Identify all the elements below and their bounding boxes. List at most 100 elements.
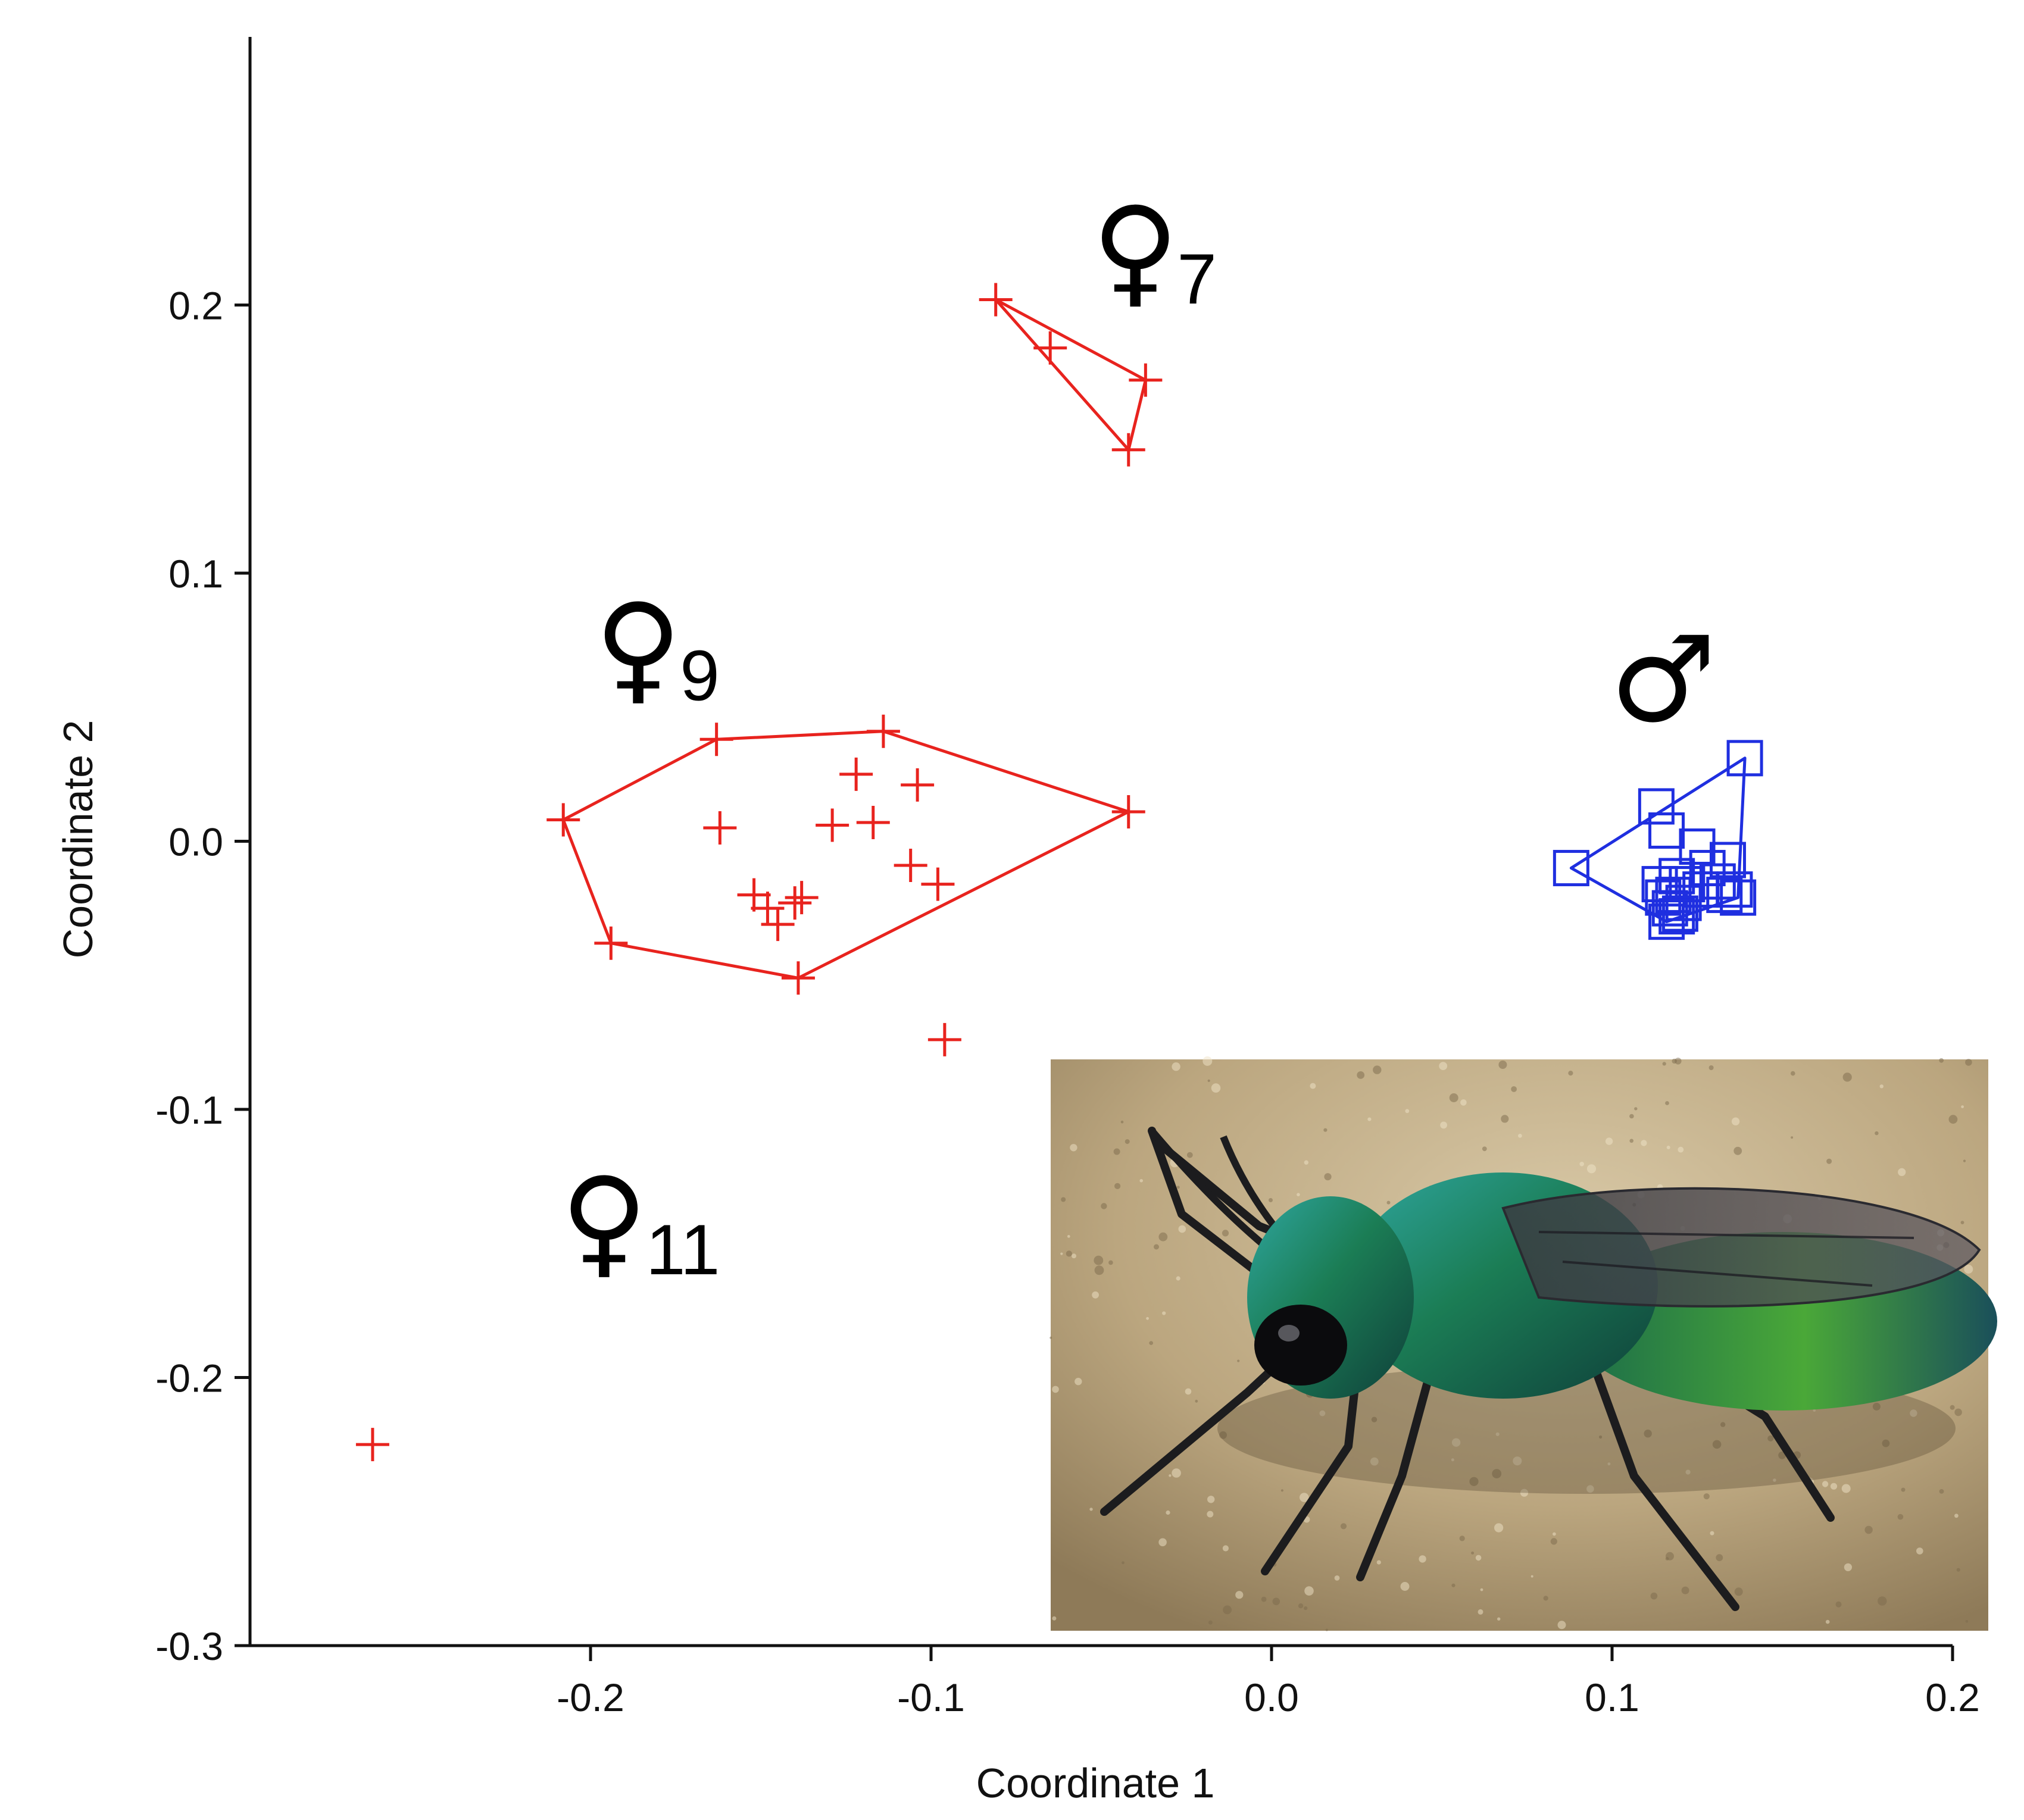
sand-grain bbox=[1965, 1059, 1972, 1066]
plus-marker bbox=[894, 849, 927, 883]
sand-grain bbox=[1734, 1587, 1743, 1596]
sand-grain bbox=[1482, 1146, 1487, 1152]
plus-marker bbox=[781, 961, 815, 995]
sand-grain bbox=[1553, 1532, 1556, 1536]
sand-grain bbox=[1400, 1582, 1410, 1591]
sand-grain bbox=[1146, 1316, 1149, 1320]
sand-grain bbox=[1304, 1586, 1314, 1596]
sand-grain bbox=[1513, 1456, 1522, 1466]
sand-grain bbox=[1605, 1137, 1613, 1145]
x-tick-label: 0.1 bbox=[1585, 1675, 1639, 1719]
sand-grain bbox=[1269, 1198, 1273, 1202]
sand-grain bbox=[1731, 1117, 1740, 1125]
sand-grain bbox=[1830, 1483, 1838, 1490]
sex-symbol: ♂ bbox=[1610, 611, 1716, 749]
sand-grain bbox=[1665, 1101, 1669, 1105]
sand-grain bbox=[1960, 1221, 1964, 1225]
sand-grain bbox=[1158, 1538, 1167, 1547]
sand-grain bbox=[1665, 1557, 1669, 1561]
sand-grain bbox=[1376, 1560, 1381, 1565]
sex-symbol: ♀ bbox=[595, 578, 682, 717]
sand-grain bbox=[1185, 1388, 1192, 1395]
group-subscript: 7 bbox=[1177, 239, 1217, 319]
sand-grain bbox=[1122, 1561, 1125, 1565]
sand-grain bbox=[1607, 1462, 1611, 1466]
sand-grain bbox=[1954, 1513, 1959, 1518]
plus-marker bbox=[355, 1428, 389, 1462]
sand-grain bbox=[1531, 1575, 1533, 1578]
square-marker bbox=[1658, 898, 1695, 935]
plus-marker bbox=[699, 723, 733, 756]
sand-grain bbox=[1469, 1477, 1479, 1486]
sand-grain bbox=[1092, 1291, 1099, 1299]
sand-grain bbox=[1791, 1136, 1794, 1139]
plus-marker bbox=[785, 881, 819, 915]
sand-grain bbox=[1070, 1144, 1077, 1152]
y-tick-label: -0.1 bbox=[155, 1088, 223, 1132]
sand-grain bbox=[1451, 1458, 1454, 1462]
sand-grain bbox=[1459, 1536, 1465, 1541]
plus-marker bbox=[839, 757, 873, 791]
sand-grain bbox=[1478, 1609, 1483, 1615]
sand-grain bbox=[1842, 1072, 1852, 1082]
sand-grain bbox=[1791, 1071, 1795, 1076]
sand-grain bbox=[1440, 1121, 1448, 1129]
sand-grain bbox=[1568, 1071, 1573, 1076]
sand-grain bbox=[1878, 1596, 1887, 1606]
sand-grain bbox=[1872, 1402, 1881, 1411]
sand-grain bbox=[1373, 1065, 1382, 1074]
sand-grain bbox=[1154, 1244, 1159, 1250]
plus-marker bbox=[1033, 331, 1067, 365]
sand-grain bbox=[1841, 1484, 1851, 1493]
sand-grain bbox=[1954, 1408, 1962, 1416]
sand-grain bbox=[1108, 1260, 1113, 1265]
hull-outline bbox=[561, 730, 1130, 980]
sand-grain bbox=[1176, 1276, 1180, 1281]
sand-grain bbox=[1139, 1179, 1143, 1183]
sand-grain bbox=[1965, 1620, 1969, 1623]
sand-grain bbox=[1319, 1410, 1326, 1416]
x-tick-label: 0.2 bbox=[1925, 1675, 1980, 1719]
sand-grain bbox=[1557, 1621, 1566, 1630]
wasp-leg bbox=[1148, 1127, 1263, 1278]
plus-marker bbox=[921, 867, 955, 901]
sand-grain bbox=[1813, 1409, 1816, 1412]
plus-marker bbox=[1111, 433, 1145, 467]
square-marker bbox=[1655, 877, 1692, 914]
sand-grain bbox=[1357, 1071, 1365, 1079]
sand-grain bbox=[1733, 1146, 1742, 1155]
sand-grain bbox=[1060, 1252, 1063, 1255]
sand-grain bbox=[1685, 1469, 1691, 1475]
sand-grain bbox=[1835, 1601, 1842, 1608]
y-tick-label: 0.0 bbox=[168, 820, 223, 864]
sand-grain bbox=[1681, 1586, 1689, 1594]
square-marker bbox=[1638, 788, 1675, 825]
sand-grain bbox=[1710, 1531, 1714, 1536]
sand-grain bbox=[1898, 1168, 1906, 1176]
plus-marker bbox=[1111, 795, 1145, 828]
sand-grain bbox=[1641, 1140, 1647, 1146]
sand-grain bbox=[1939, 1058, 1944, 1063]
sand-grain bbox=[1370, 1457, 1379, 1466]
sand-grain bbox=[1261, 1596, 1267, 1602]
y-tick-label: -0.3 bbox=[155, 1624, 223, 1668]
inset-photo bbox=[1050, 1056, 1997, 1631]
sand-grain bbox=[1094, 1265, 1104, 1275]
plus-marker bbox=[979, 283, 1013, 317]
plus-marker bbox=[866, 714, 900, 748]
sand-grain bbox=[1822, 1481, 1829, 1487]
wasp-wing-veins bbox=[1538, 1231, 1914, 1287]
wasp-eye bbox=[1254, 1305, 1347, 1386]
x-axis-title: Coordinate 1 bbox=[976, 1760, 1215, 1806]
sand-grain bbox=[1066, 1250, 1072, 1257]
data-points bbox=[355, 283, 1763, 1462]
group-labels: ♀7♀9♀11♂ bbox=[561, 182, 1717, 1291]
sand-grain bbox=[1222, 1230, 1229, 1237]
sand-grain bbox=[1094, 1255, 1104, 1265]
group-label: ♀9 bbox=[595, 578, 720, 717]
sand-grain bbox=[1125, 1139, 1130, 1144]
sand-grain bbox=[1497, 1617, 1501, 1621]
sand-grain bbox=[1678, 1146, 1684, 1153]
sand-grain bbox=[1050, 1336, 1052, 1339]
sand-grain bbox=[1325, 1628, 1328, 1631]
